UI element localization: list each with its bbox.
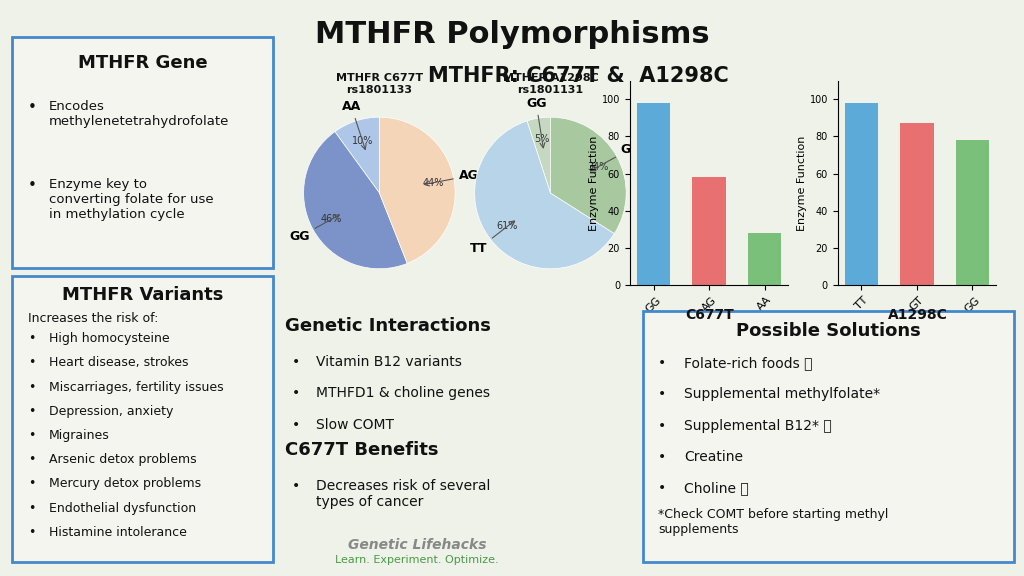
Text: Histamine intolerance: Histamine intolerance	[49, 526, 186, 539]
Text: Mercury detox problems: Mercury detox problems	[49, 478, 201, 491]
Y-axis label: Enzyme Function: Enzyme Function	[797, 135, 807, 230]
Text: •: •	[292, 479, 300, 493]
Text: Encodes
methylenetetrahydrofolate: Encodes methylenetetrahydrofolate	[49, 100, 229, 128]
Text: AG: AG	[424, 169, 478, 186]
Text: Vitamin B12 variants: Vitamin B12 variants	[316, 355, 462, 369]
Bar	[900, 123, 934, 285]
Title: MTHFR C677T
rs1801133: MTHFR C677T rs1801133	[336, 73, 423, 94]
Text: Increases the risk of:: Increases the risk of:	[28, 312, 159, 325]
Bar	[637, 103, 671, 285]
Text: Depression, anxiety: Depression, anxiety	[49, 405, 173, 418]
Text: Decreases risk of several
types of cancer: Decreases risk of several types of cance…	[316, 479, 490, 509]
Text: •: •	[28, 357, 36, 369]
Text: •: •	[28, 381, 36, 393]
Text: AA: AA	[342, 100, 367, 150]
Text: •: •	[657, 482, 667, 495]
Wedge shape	[475, 121, 614, 269]
Text: MTHFR Polymorphisms: MTHFR Polymorphisms	[314, 20, 710, 49]
Text: Miscarriages, fertility issues: Miscarriages, fertility issues	[49, 381, 223, 393]
Text: •: •	[28, 526, 36, 539]
Text: MTHFD1 & choline genes: MTHFD1 & choline genes	[316, 386, 490, 400]
Text: *Check COMT before starting methyl
supplements: *Check COMT before starting methyl suppl…	[657, 507, 888, 536]
Text: •: •	[657, 419, 667, 433]
Text: 10%: 10%	[352, 136, 373, 146]
Text: Choline 🥜: Choline 🥜	[684, 482, 749, 495]
Text: GG: GG	[526, 97, 547, 148]
Text: C677T Benefits: C677T Benefits	[285, 441, 438, 459]
Bar	[748, 233, 781, 285]
Text: •: •	[657, 450, 667, 464]
Text: •: •	[28, 178, 37, 193]
Text: Genetic Lifehacks: Genetic Lifehacks	[348, 538, 486, 552]
Text: Slow COMT: Slow COMT	[316, 418, 394, 431]
Text: GG: GG	[290, 215, 339, 243]
Title: MTHFR A1298C
rs1801131: MTHFR A1298C rs1801131	[503, 73, 598, 94]
Text: MTHFR Variants: MTHFR Variants	[62, 286, 223, 305]
Wedge shape	[380, 117, 455, 263]
Text: A1298C: A1298C	[888, 308, 947, 322]
Text: Folate-rich foods 🥦: Folate-rich foods 🥦	[684, 356, 812, 370]
Text: Enzyme key to
converting folate for use
in methylation cycle: Enzyme key to converting folate for use …	[49, 178, 213, 221]
Wedge shape	[335, 117, 380, 193]
Text: Supplemental B12* 💊: Supplemental B12* 💊	[684, 419, 831, 433]
Text: •: •	[292, 418, 300, 431]
Text: •: •	[28, 429, 36, 442]
Text: •: •	[292, 355, 300, 369]
Bar	[955, 140, 989, 285]
Text: MTHFR Gene: MTHFR Gene	[78, 54, 208, 71]
FancyBboxPatch shape	[643, 311, 1014, 562]
Text: Possible Solutions: Possible Solutions	[736, 323, 921, 340]
Wedge shape	[527, 117, 551, 193]
Text: •: •	[292, 386, 300, 400]
Text: Genetic Interactions: Genetic Interactions	[285, 317, 490, 335]
Wedge shape	[304, 132, 408, 269]
Text: MTHFR: C677T &  A1298C: MTHFR: C677T & A1298C	[428, 66, 729, 86]
Text: •: •	[657, 388, 667, 401]
Text: TT: TT	[470, 221, 514, 255]
Text: •: •	[28, 405, 36, 418]
Text: Learn. Experiment. Optimize.: Learn. Experiment. Optimize.	[335, 555, 499, 565]
Text: Migraines: Migraines	[49, 429, 110, 442]
Wedge shape	[551, 117, 626, 233]
Text: 61%: 61%	[497, 221, 518, 232]
Bar	[692, 177, 726, 285]
Text: Heart disease, strokes: Heart disease, strokes	[49, 357, 188, 369]
Y-axis label: Enzyme Function: Enzyme Function	[589, 135, 599, 230]
Text: •: •	[28, 502, 36, 515]
Text: 34%: 34%	[588, 162, 609, 172]
Text: 5%: 5%	[535, 134, 550, 144]
Text: •: •	[28, 453, 36, 466]
FancyBboxPatch shape	[12, 276, 273, 562]
Text: GT: GT	[591, 143, 639, 171]
Text: Arsenic detox problems: Arsenic detox problems	[49, 453, 197, 466]
Text: 46%: 46%	[321, 214, 342, 224]
Bar	[845, 103, 879, 285]
Text: C677T: C677T	[685, 308, 734, 322]
Text: •: •	[28, 332, 36, 345]
Text: •: •	[657, 356, 667, 370]
FancyBboxPatch shape	[12, 37, 273, 268]
Text: Supplemental methylfolate*: Supplemental methylfolate*	[684, 388, 880, 401]
Text: High homocysteine: High homocysteine	[49, 332, 169, 345]
Text: •: •	[28, 478, 36, 491]
Text: 44%: 44%	[422, 178, 443, 188]
Text: Creatine: Creatine	[684, 450, 742, 464]
Text: Endothelial dysfunction: Endothelial dysfunction	[49, 502, 196, 515]
Text: •: •	[28, 100, 37, 115]
